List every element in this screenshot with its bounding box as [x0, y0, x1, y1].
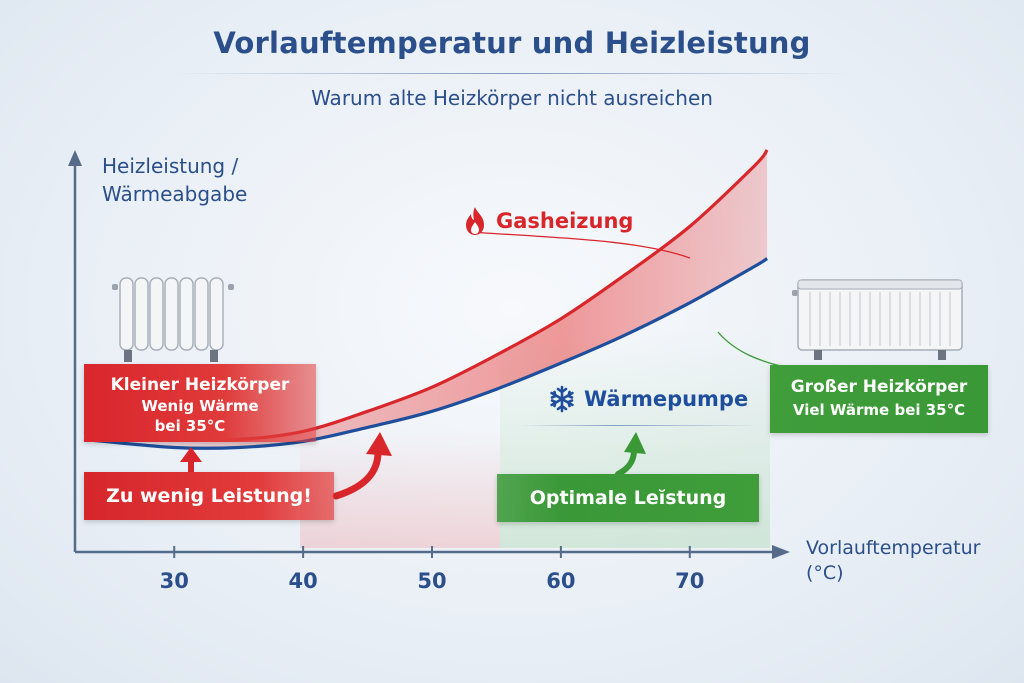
title-divider [172, 73, 852, 74]
large-radiator-title: Großer Heizkörper [790, 377, 968, 397]
small-radiator-line2: Wenig Wärme [141, 397, 259, 415]
x-tick-labels: 30 40 50 60 70 [160, 569, 705, 593]
x-axis-label-line2: (°C) [806, 562, 844, 584]
x-tick-label-50: 50 [417, 569, 446, 593]
small-radiator-callout: Kleiner Heizkörper Wenig Wärme bei 35°C [84, 364, 316, 442]
large-radiator-line2: Viel Wärme bei 35°C [792, 401, 966, 419]
x-axis-label: Vorlauftemperatur (°C) [806, 536, 1016, 586]
series-label-waermepumpe: Wärmepumpe [584, 387, 749, 411]
y-axis-label-line2: Wärmeabgabe [102, 182, 248, 206]
optimal-banner: Optimale Leĭstung [497, 474, 759, 522]
series-line-waermepumpe [83, 257, 769, 450]
y-axis-arrow [68, 150, 82, 166]
gas-label-leader [469, 231, 691, 259]
x-tick-label-70: 70 [675, 569, 704, 593]
page-title: Vorlauftemperatur und Heizleistung [213, 26, 811, 60]
waermepumpe-underline [520, 425, 760, 426]
snowflake-icon [550, 385, 574, 413]
curved-arrow-red-head [366, 432, 392, 456]
x-tick-label-60: 60 [546, 569, 575, 593]
arrow-up-small-icon [180, 447, 202, 474]
legend-gasheizung: Gasheizung [462, 206, 633, 236]
y-axis-label: Heizleistung / Wärmeabgabe [102, 152, 292, 208]
column-radiator-icon [112, 277, 234, 362]
small-radiator-line3: bei 35°C [154, 417, 226, 435]
legend-waermepumpe: Wärmepumpe [548, 385, 748, 413]
x-tick-label-40: 40 [288, 569, 317, 593]
page-subtitle: Warum alte Heizkörper nicht ausreichen [311, 86, 713, 110]
x-ticks [173, 546, 691, 558]
curved-arrow-red-icon [332, 448, 382, 500]
panel-radiator-icon [792, 279, 963, 360]
temperature-band [84, 150, 768, 449]
x-axis-arrow [772, 545, 790, 559]
too-little-banner: Zu wenig Leistung! [84, 472, 334, 520]
x-axis-label-line1: Vorlauftemperatur [806, 537, 981, 559]
y-axis-label-line1: Heizleistung / [102, 154, 239, 178]
x-tick-label-30: 30 [160, 569, 189, 593]
series-label-gasheizung: Gasheizung [496, 209, 634, 233]
small-radiator-title: Kleiner Heizkörper [110, 375, 290, 395]
flame-icon [466, 207, 484, 235]
curved-arrow-green-head [624, 432, 646, 454]
large-radiator-callout: Großer Heizkörper Viel Wärme bei 35°C [770, 365, 988, 433]
